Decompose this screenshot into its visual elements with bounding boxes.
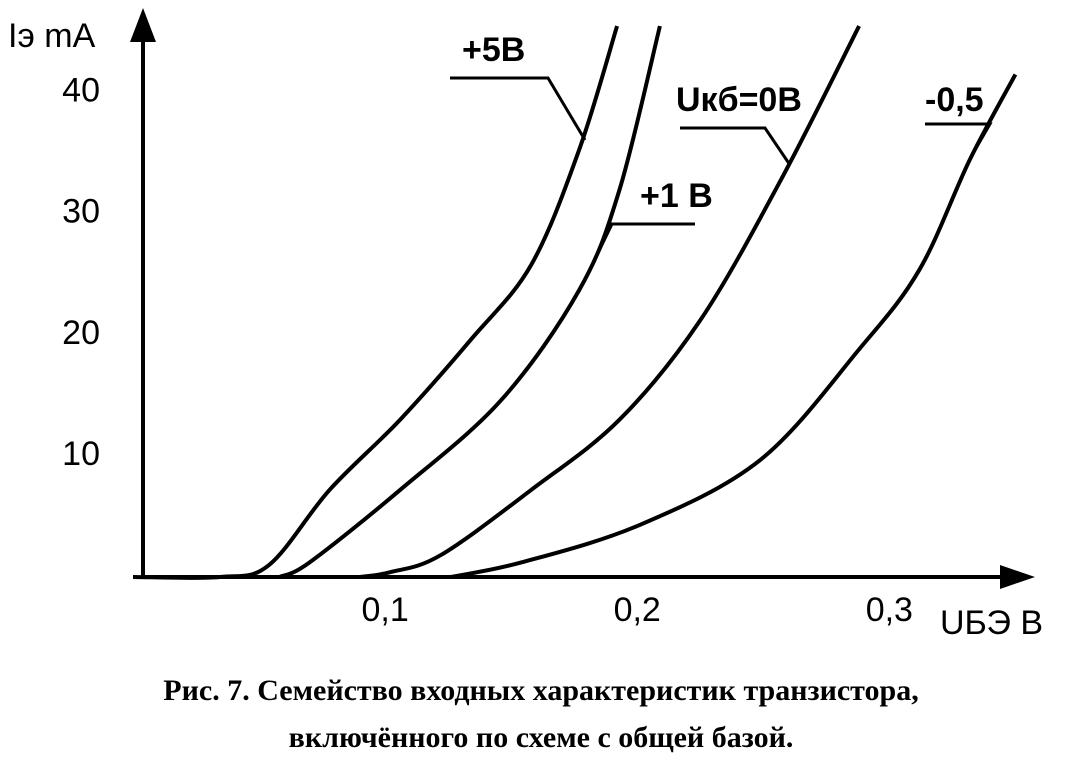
y-axis-arrow [130,8,156,42]
y-tick-label: 20 [62,314,100,352]
y-axis-label: Iэ mA [8,17,96,55]
caption-line-2: включённого по схеме с общей базой. [289,721,794,754]
y-tick-label: 40 [62,72,100,110]
x-tick-label: 0,2 [614,591,661,629]
curve [278,25,662,579]
label-leader [583,222,695,281]
x-axis-label: UБЭ В [940,604,1043,642]
caption-line-1: Рис. 7. Семейство входных характеристик … [163,674,918,707]
x-tick-label: 0,3 [866,591,913,629]
label-leader [925,122,993,151]
y-tick-label: 30 [62,193,100,231]
series-label: +5В [462,31,525,69]
series-label: -0,5 [925,81,984,119]
curve [359,25,861,579]
label-leader [680,126,792,166]
curve [450,73,1018,579]
curve [132,25,619,580]
label-leader [450,76,587,141]
y-tick-label: 10 [62,435,100,473]
series-label: +1 В [640,177,713,215]
x-tick-label: 0,1 [361,591,408,629]
x-axis-arrow [1000,565,1035,589]
series-label: Uкб=0В [676,81,802,119]
